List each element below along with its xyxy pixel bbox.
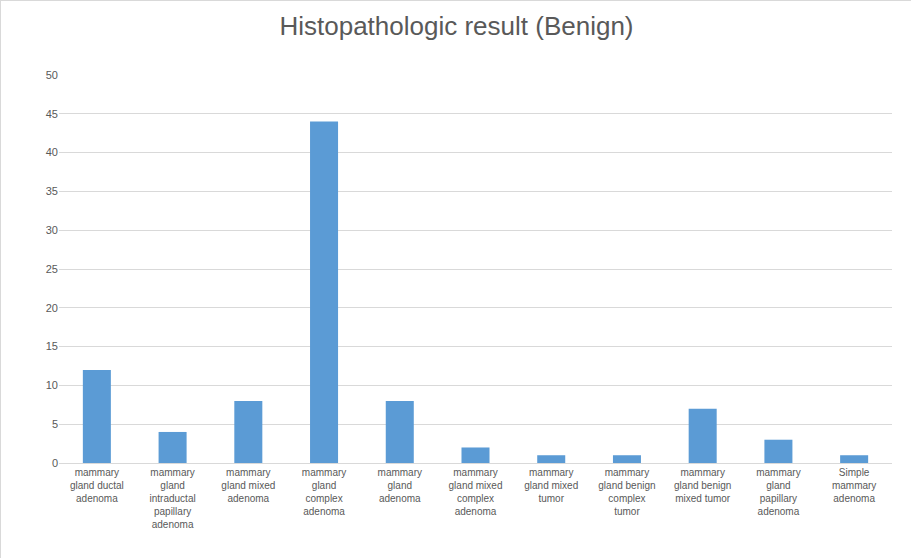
svg-text:40: 40: [46, 146, 58, 158]
svg-text:mammarygland mixedcomplexadeno: mammarygland mixedcomplexadenoma: [449, 467, 503, 517]
svg-text:mammarygland mixedadenoma: mammarygland mixedadenoma: [221, 467, 275, 504]
svg-text:10: 10: [46, 379, 58, 391]
svg-text:mammarygland mixedtumor: mammarygland mixedtumor: [524, 467, 578, 504]
svg-text:30: 30: [46, 224, 58, 236]
svg-text:mammaryglandadenoma: mammaryglandadenoma: [378, 467, 422, 504]
svg-text:5: 5: [52, 418, 58, 430]
svg-text:mammarygland benigncomplextumo: mammarygland benigncomplextumor: [598, 467, 655, 517]
svg-text:mammarygland benignmixed tumor: mammarygland benignmixed tumor: [674, 467, 731, 504]
svg-text:mammarygland ductaladenoma: mammarygland ductaladenoma: [70, 467, 124, 504]
svg-text:45: 45: [46, 108, 58, 120]
svg-text:25: 25: [46, 263, 58, 275]
svg-text:mammaryglandintraductalpapilla: mammaryglandintraductalpapillaryadenoma: [150, 467, 196, 530]
svg-text:20: 20: [46, 302, 58, 314]
svg-text:35: 35: [46, 185, 58, 197]
svg-text:mammaryglandcomplexadenoma: mammaryglandcomplexadenoma: [302, 467, 346, 517]
svg-text:Histopathologic result (Benign: Histopathologic result (Benign): [279, 11, 633, 41]
svg-text:0: 0: [52, 457, 58, 469]
svg-text:15: 15: [46, 340, 58, 352]
svg-text:50: 50: [46, 69, 58, 81]
svg-text:mammaryglandpapillaryadenoma: mammaryglandpapillaryadenoma: [756, 467, 800, 517]
svg-text:Simplemammaryadenoma: Simplemammaryadenoma: [832, 467, 876, 504]
